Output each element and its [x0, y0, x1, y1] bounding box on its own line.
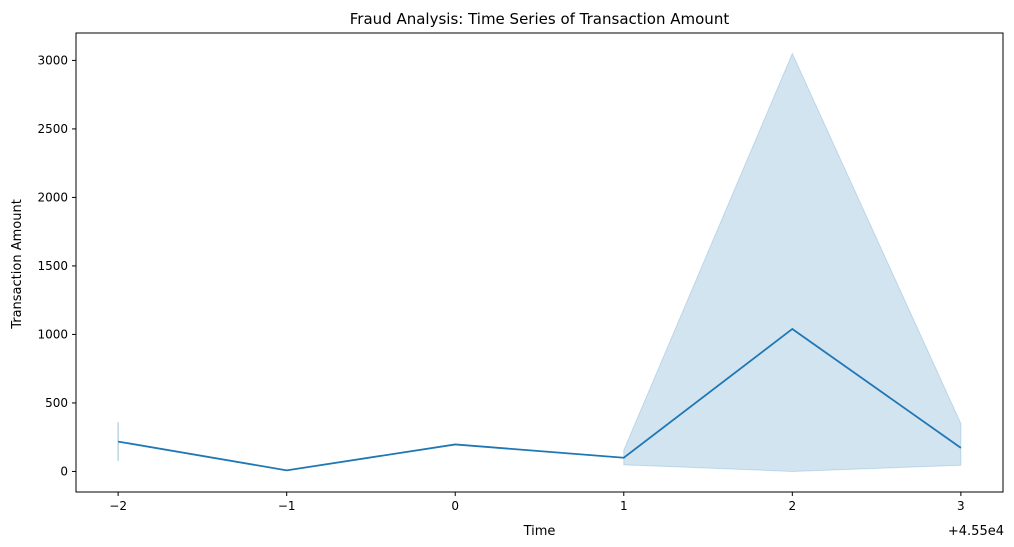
- chart-title: Fraud Analysis: Time Series of Transacti…: [350, 10, 730, 28]
- confidence-band: [623, 52, 962, 472]
- x-offset-label: +4.55e4: [948, 524, 1004, 539]
- x-tick-label: 3: [957, 499, 965, 513]
- x-axis-label: Time: [523, 524, 556, 539]
- y-axis-label: Transaction Amount: [10, 199, 25, 330]
- y-tick-label: 1500: [37, 259, 68, 273]
- y-tick-label: 500: [45, 396, 68, 410]
- x-tick-label: 0: [451, 499, 459, 513]
- y-tick-label: 1000: [37, 327, 68, 341]
- y-tick-label: 0: [60, 464, 68, 478]
- series-line: [117, 327, 962, 472]
- x-tick-label: 1: [620, 499, 628, 513]
- x-tick-label: −2: [109, 499, 127, 513]
- plot-area: [117, 52, 962, 472]
- x-tick-label: −1: [278, 499, 296, 513]
- y-tick-label: 2000: [37, 190, 68, 204]
- y-tick-label: 2500: [37, 122, 68, 136]
- y-tick-label: 3000: [37, 53, 68, 67]
- x-tick-label: 2: [788, 499, 796, 513]
- y-axis: 0 500 1000 1500 2000 2500 3000: [37, 53, 76, 478]
- axes-frame: [75, 32, 1004, 493]
- x-axis: −2 −1 0 1 2 3: [109, 492, 965, 513]
